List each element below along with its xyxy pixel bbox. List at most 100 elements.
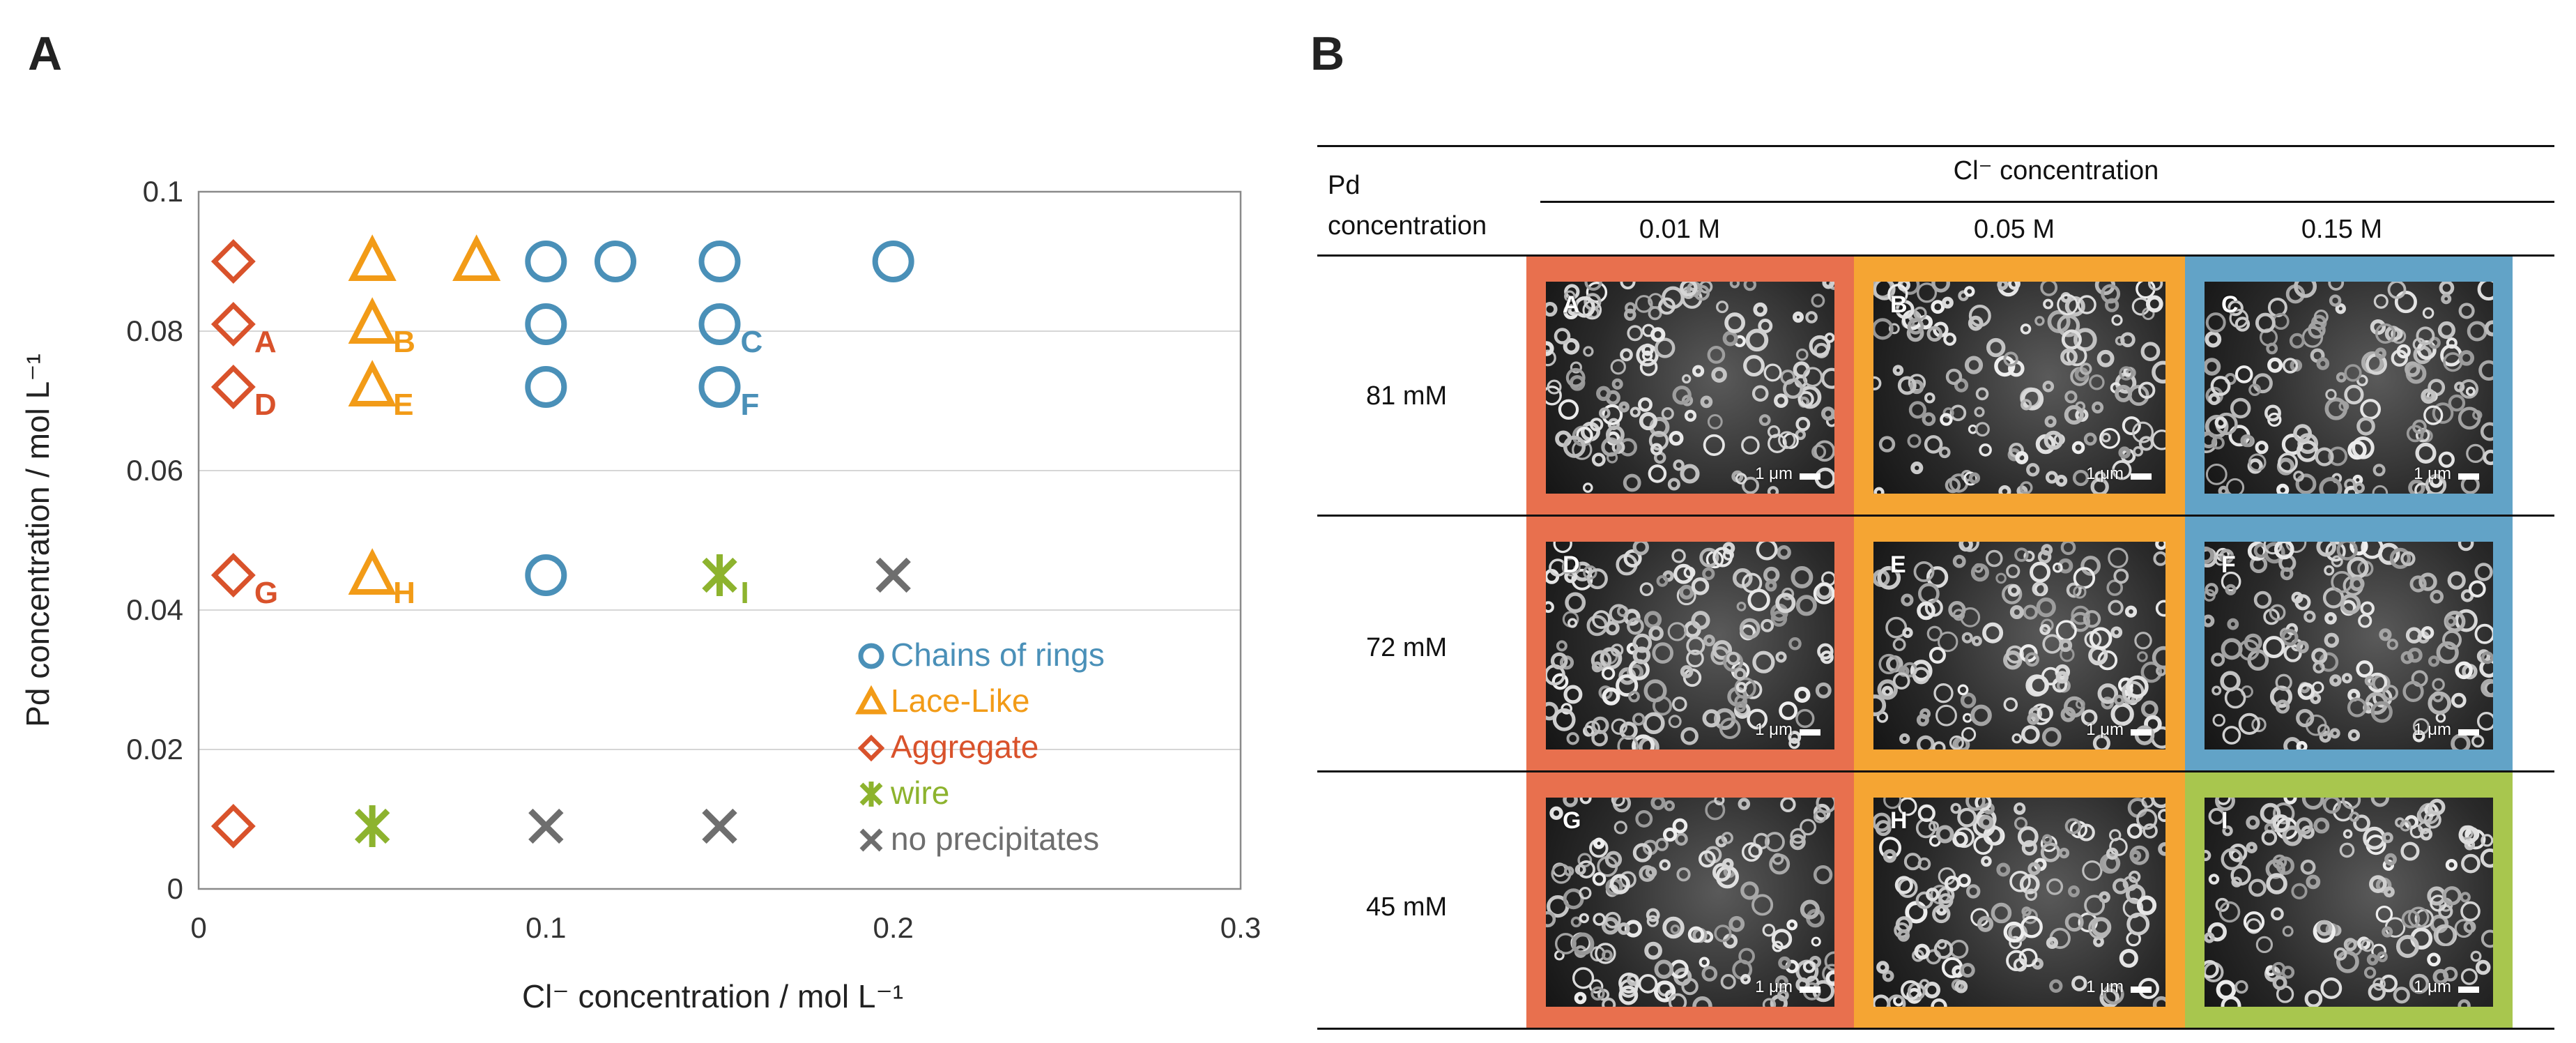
sem-particle: [2344, 384, 2364, 405]
sem-particle: [2415, 442, 2437, 464]
sem-particle: [2079, 363, 2092, 375]
sem-particle: [2272, 854, 2287, 869]
sem-particle: [1632, 633, 1653, 653]
sem-particle: [2282, 825, 2303, 846]
table-bottom-rule: [1317, 1028, 2554, 1030]
sem-particle: [2363, 966, 2377, 979]
sem-particle: [2267, 357, 2283, 373]
sem-particle: [1563, 337, 1580, 355]
sem-particle: [1668, 715, 1682, 729]
sem-particle: [2282, 358, 2299, 374]
sem-particle: [2448, 394, 2466, 412]
sem-particle: [2470, 950, 2482, 962]
sem-particle: [2368, 983, 2386, 1001]
x-axis-title: Cl⁻ concentration / mol L⁻¹: [522, 978, 903, 1014]
row-header-line1: Pd: [1328, 171, 1360, 200]
sem-particle: [2477, 282, 2493, 300]
sem-particle: [2459, 379, 2479, 399]
sem-particle: [1793, 311, 1804, 323]
sem-particle: [2296, 740, 2308, 749]
sem-particle: [1729, 282, 1740, 289]
sem-particle: [2255, 441, 2269, 455]
sem-particle: [1553, 542, 1572, 554]
sem-particle: [2215, 897, 2230, 912]
sem-particle: [2300, 859, 2316, 875]
marker-circle: [698, 366, 741, 408]
sem-particle: [1736, 601, 1747, 611]
sem-particle: [1701, 966, 1718, 982]
sem-particle: [2118, 446, 2131, 459]
data-point: E: [348, 360, 414, 422]
sem-particle: [1887, 994, 1906, 1007]
sem-particle: [1761, 618, 1774, 632]
sem-particle: [1620, 348, 1633, 362]
sem-particle: [2360, 601, 2375, 616]
sem-particle: [2046, 936, 2058, 949]
sem-particle: [2080, 556, 2101, 576]
sem-particle: [2263, 542, 2283, 555]
sem-particle: [2484, 320, 2493, 337]
sem-particle: [1916, 713, 1929, 726]
sem-particle: [1789, 834, 1806, 851]
sem-particle: [1735, 682, 1747, 693]
y-tick-label: 0.02: [126, 733, 183, 766]
sem-particle: [2458, 303, 2475, 319]
sem-particle: [1648, 464, 1667, 483]
sem-particle: [2324, 612, 2337, 625]
legend-label: Chains of rings: [891, 637, 1105, 673]
sem-particle: [1735, 701, 1746, 713]
sem-particle: [1602, 950, 1613, 961]
scale-bar: [2458, 729, 2479, 736]
sem-particle: [2296, 440, 2319, 462]
y-tick-label: 0.04: [126, 593, 183, 626]
sem-particle: [1617, 922, 1630, 935]
plot-area-frame: [197, 190, 1242, 890]
sem-particle: [1574, 991, 1587, 1005]
sem-label: G: [1563, 807, 1581, 834]
sem-particle: [2009, 871, 2031, 892]
sem-particle: [1583, 346, 1594, 357]
sem-particle: [2271, 907, 2284, 921]
sem-texture: [1873, 798, 2165, 1007]
sem-particle: [1910, 660, 1933, 683]
sem-particle: [1795, 348, 1809, 361]
sem-particle: [2303, 610, 2316, 623]
sem-particle: [1763, 363, 1782, 382]
sem-particle: [1722, 330, 1738, 347]
sem-particle: [2276, 483, 2290, 494]
sem-particle: [1811, 936, 1821, 947]
sem-particle: [2400, 650, 2414, 664]
sem-particle: [2103, 854, 2121, 872]
sem-particle: [2155, 542, 2165, 550]
sem-particle: [2057, 294, 2078, 316]
sem-particle: [1813, 582, 1834, 604]
sem-particle: [2481, 929, 2493, 948]
sem-label: D: [1563, 551, 1580, 578]
sem-particle: [1564, 290, 1576, 303]
sem-particle: [1770, 610, 1788, 627]
sem-particle: [1574, 864, 1586, 876]
sem-particle: [2019, 481, 2033, 494]
sem-particle: [2082, 860, 2103, 881]
data-point: [210, 239, 256, 284]
data-point: [348, 234, 397, 281]
sem-particle: [2458, 406, 2481, 430]
sem-particle: [1747, 588, 1770, 611]
point-label: G: [254, 576, 278, 610]
sem-particle: [2471, 734, 2485, 748]
sem-particle: [1739, 618, 1761, 639]
sem-label: I: [2221, 807, 2228, 834]
data-point: D: [210, 365, 277, 422]
data-point: [698, 241, 741, 282]
marker-triangle: [348, 234, 397, 281]
sem-particle: [1817, 643, 1834, 660]
sem-particle: [2021, 387, 2044, 411]
sem-particle: [1554, 328, 1571, 344]
sem-particle: [2021, 840, 2037, 856]
sem-particle: [1892, 638, 1906, 651]
sem-particle: [1897, 929, 1910, 942]
sem-particle: [1655, 837, 1669, 851]
sem-particle: [1639, 865, 1656, 882]
marker-diamond: [210, 302, 256, 347]
sem-particle: [2304, 989, 2323, 1007]
